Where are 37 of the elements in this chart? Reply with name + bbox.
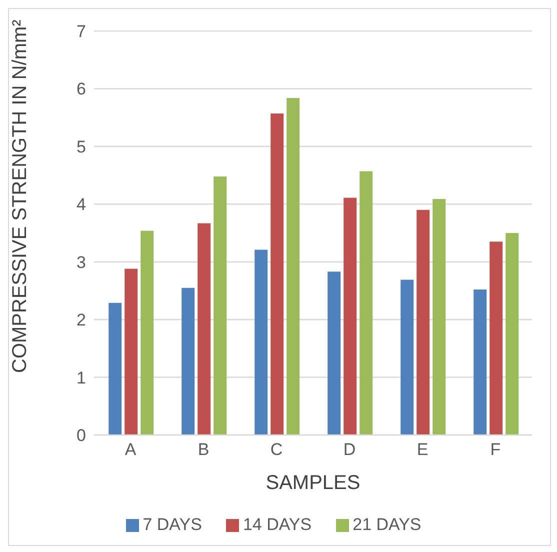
bar	[344, 198, 357, 435]
x-tick-label: C	[270, 440, 283, 460]
x-tick-label: D	[343, 440, 356, 460]
x-tick-label: E	[416, 440, 428, 460]
bar	[182, 288, 195, 435]
y-tick-label: 3	[76, 252, 86, 272]
bar	[400, 280, 414, 435]
x-tick-label: B	[198, 440, 210, 460]
bar	[140, 230, 154, 435]
y-tick-label: 7	[76, 22, 86, 42]
x-axis-title: SAMPLES	[266, 472, 360, 494]
bar	[254, 250, 268, 435]
bar	[124, 268, 138, 435]
bar	[214, 176, 227, 435]
bar	[474, 290, 487, 435]
legend-label: 7 DAYS	[142, 515, 202, 534]
bar	[490, 242, 503, 435]
bar	[328, 272, 341, 435]
bar	[198, 223, 211, 435]
bar	[360, 171, 373, 435]
bar	[270, 114, 284, 435]
bar	[108, 302, 122, 435]
bar	[506, 233, 519, 435]
legend-label: 21 DAYS	[352, 515, 422, 534]
bar	[416, 210, 430, 435]
x-tick-label: F	[490, 440, 501, 460]
bar	[286, 98, 300, 435]
y-tick-label: 4	[76, 195, 86, 214]
x-tick-label: A	[124, 440, 137, 460]
bar	[432, 198, 446, 435]
y-tick-label: 0	[76, 426, 86, 446]
y-axis-title: COMPRESSIVE STRENGTH IN N/mm²	[9, 19, 32, 373]
y-tick-label: 1	[76, 368, 86, 388]
y-tick-label: 6	[76, 80, 86, 99]
y-tick-label: 5	[76, 137, 86, 156]
legend-label: 14 DAYS	[242, 515, 312, 534]
y-tick-label: 2	[76, 310, 86, 330]
